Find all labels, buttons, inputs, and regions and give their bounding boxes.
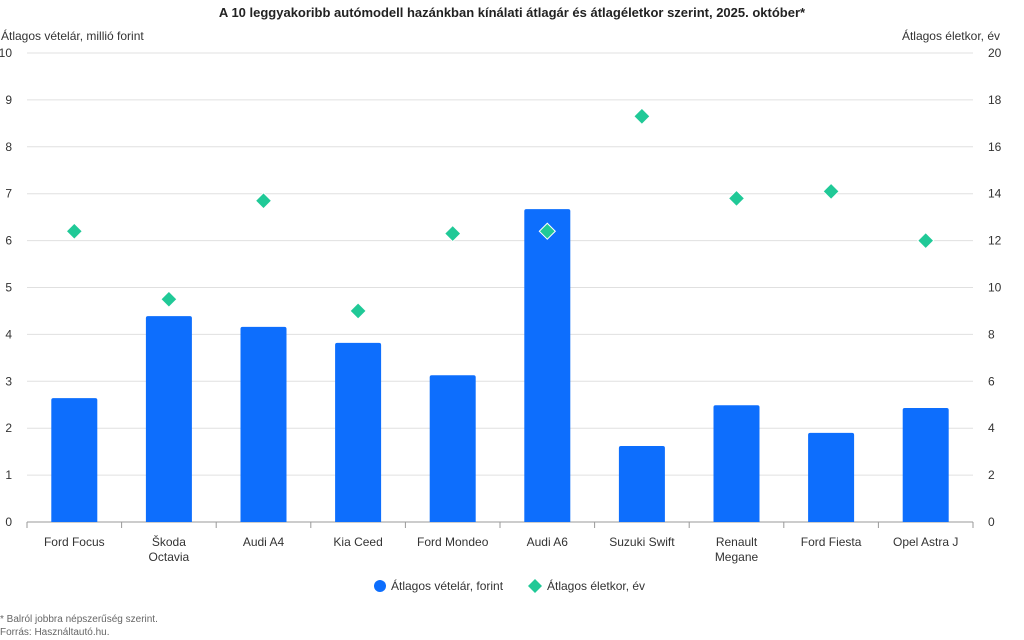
y-tick-label: 3 <box>5 374 12 388</box>
x-tick-label: Octavia <box>149 550 190 564</box>
y2-tick-label: 10 <box>988 281 1002 295</box>
diamond-point <box>160 290 178 308</box>
chart-title: A 10 leggyakoribb autómodell hazánkban k… <box>219 5 806 20</box>
x-tick-label: Opel Astra J <box>893 535 958 549</box>
y-tick-label: 6 <box>5 234 12 248</box>
source: Forrás: Használtautó.hu. <box>0 627 110 638</box>
footnote: * Balról jobbra népszerűség szerint. <box>0 614 158 625</box>
x-tick-label: Ford Focus <box>44 535 105 549</box>
y2-tick-label: 0 <box>988 515 995 529</box>
x-tick-label: Megane <box>715 550 759 564</box>
y2-axis-label: Átlagos életkor, év <box>902 28 1000 43</box>
diamond-point <box>916 231 935 250</box>
x-tick-label: Škoda <box>152 534 186 549</box>
x-tick-label: Audi A4 <box>243 535 285 549</box>
bar <box>524 209 571 522</box>
diamond-point <box>822 182 840 201</box>
legend-marker-diamond <box>528 579 542 593</box>
diamond-point <box>727 189 746 208</box>
y2-tick-label: 6 <box>988 374 995 388</box>
y2-tick-label: 18 <box>988 93 1002 107</box>
x-tick-label: Ford Fiesta <box>801 535 862 549</box>
legend-label: Átlagos vételár, forint <box>391 578 504 593</box>
bar <box>429 375 476 522</box>
bar <box>618 446 665 522</box>
y-tick-label: 10 <box>0 46 12 60</box>
y2-tick-label: 14 <box>988 187 1002 201</box>
bar <box>902 408 949 522</box>
legend-marker-bar <box>374 580 386 592</box>
x-tick-label: Renault <box>716 535 758 549</box>
x-tick-label: Ford Mondeo <box>417 535 489 549</box>
y-axis-label: Átlagos vételár, millió forint <box>1 28 144 43</box>
bar <box>713 405 760 522</box>
y2-tick-label: 4 <box>988 421 995 435</box>
y-tick-label: 1 <box>5 468 12 482</box>
bar <box>51 398 98 522</box>
x-tick-label: Audi A6 <box>527 535 569 549</box>
y2-tick-label: 12 <box>988 234 1002 248</box>
diamond-point <box>65 222 84 240</box>
diamond-point <box>349 302 367 320</box>
diamond-point <box>538 222 557 240</box>
bar <box>808 432 855 522</box>
y2-tick-label: 2 <box>988 468 995 482</box>
bar <box>335 342 382 522</box>
diamond-point <box>633 107 651 126</box>
y-tick-label: 8 <box>5 140 12 154</box>
bar <box>145 316 192 522</box>
bar <box>240 326 287 522</box>
y-tick-label: 0 <box>5 515 12 529</box>
y2-tick-label: 8 <box>988 327 995 341</box>
x-tick-label: Suzuki Swift <box>609 535 675 549</box>
diamond-point <box>443 224 462 243</box>
diamond-point <box>254 192 273 210</box>
y2-tick-label: 16 <box>988 140 1002 154</box>
y-tick-label: 2 <box>5 421 12 435</box>
x-tick-label: Kia Ceed <box>333 535 382 549</box>
y-tick-label: 5 <box>5 281 12 295</box>
y2-tick-label: 20 <box>988 46 1002 60</box>
y-tick-label: 9 <box>5 93 12 107</box>
y-tick-label: 7 <box>5 187 12 201</box>
legend-label: Átlagos életkor, év <box>547 578 645 593</box>
y-tick-label: 4 <box>5 327 12 341</box>
